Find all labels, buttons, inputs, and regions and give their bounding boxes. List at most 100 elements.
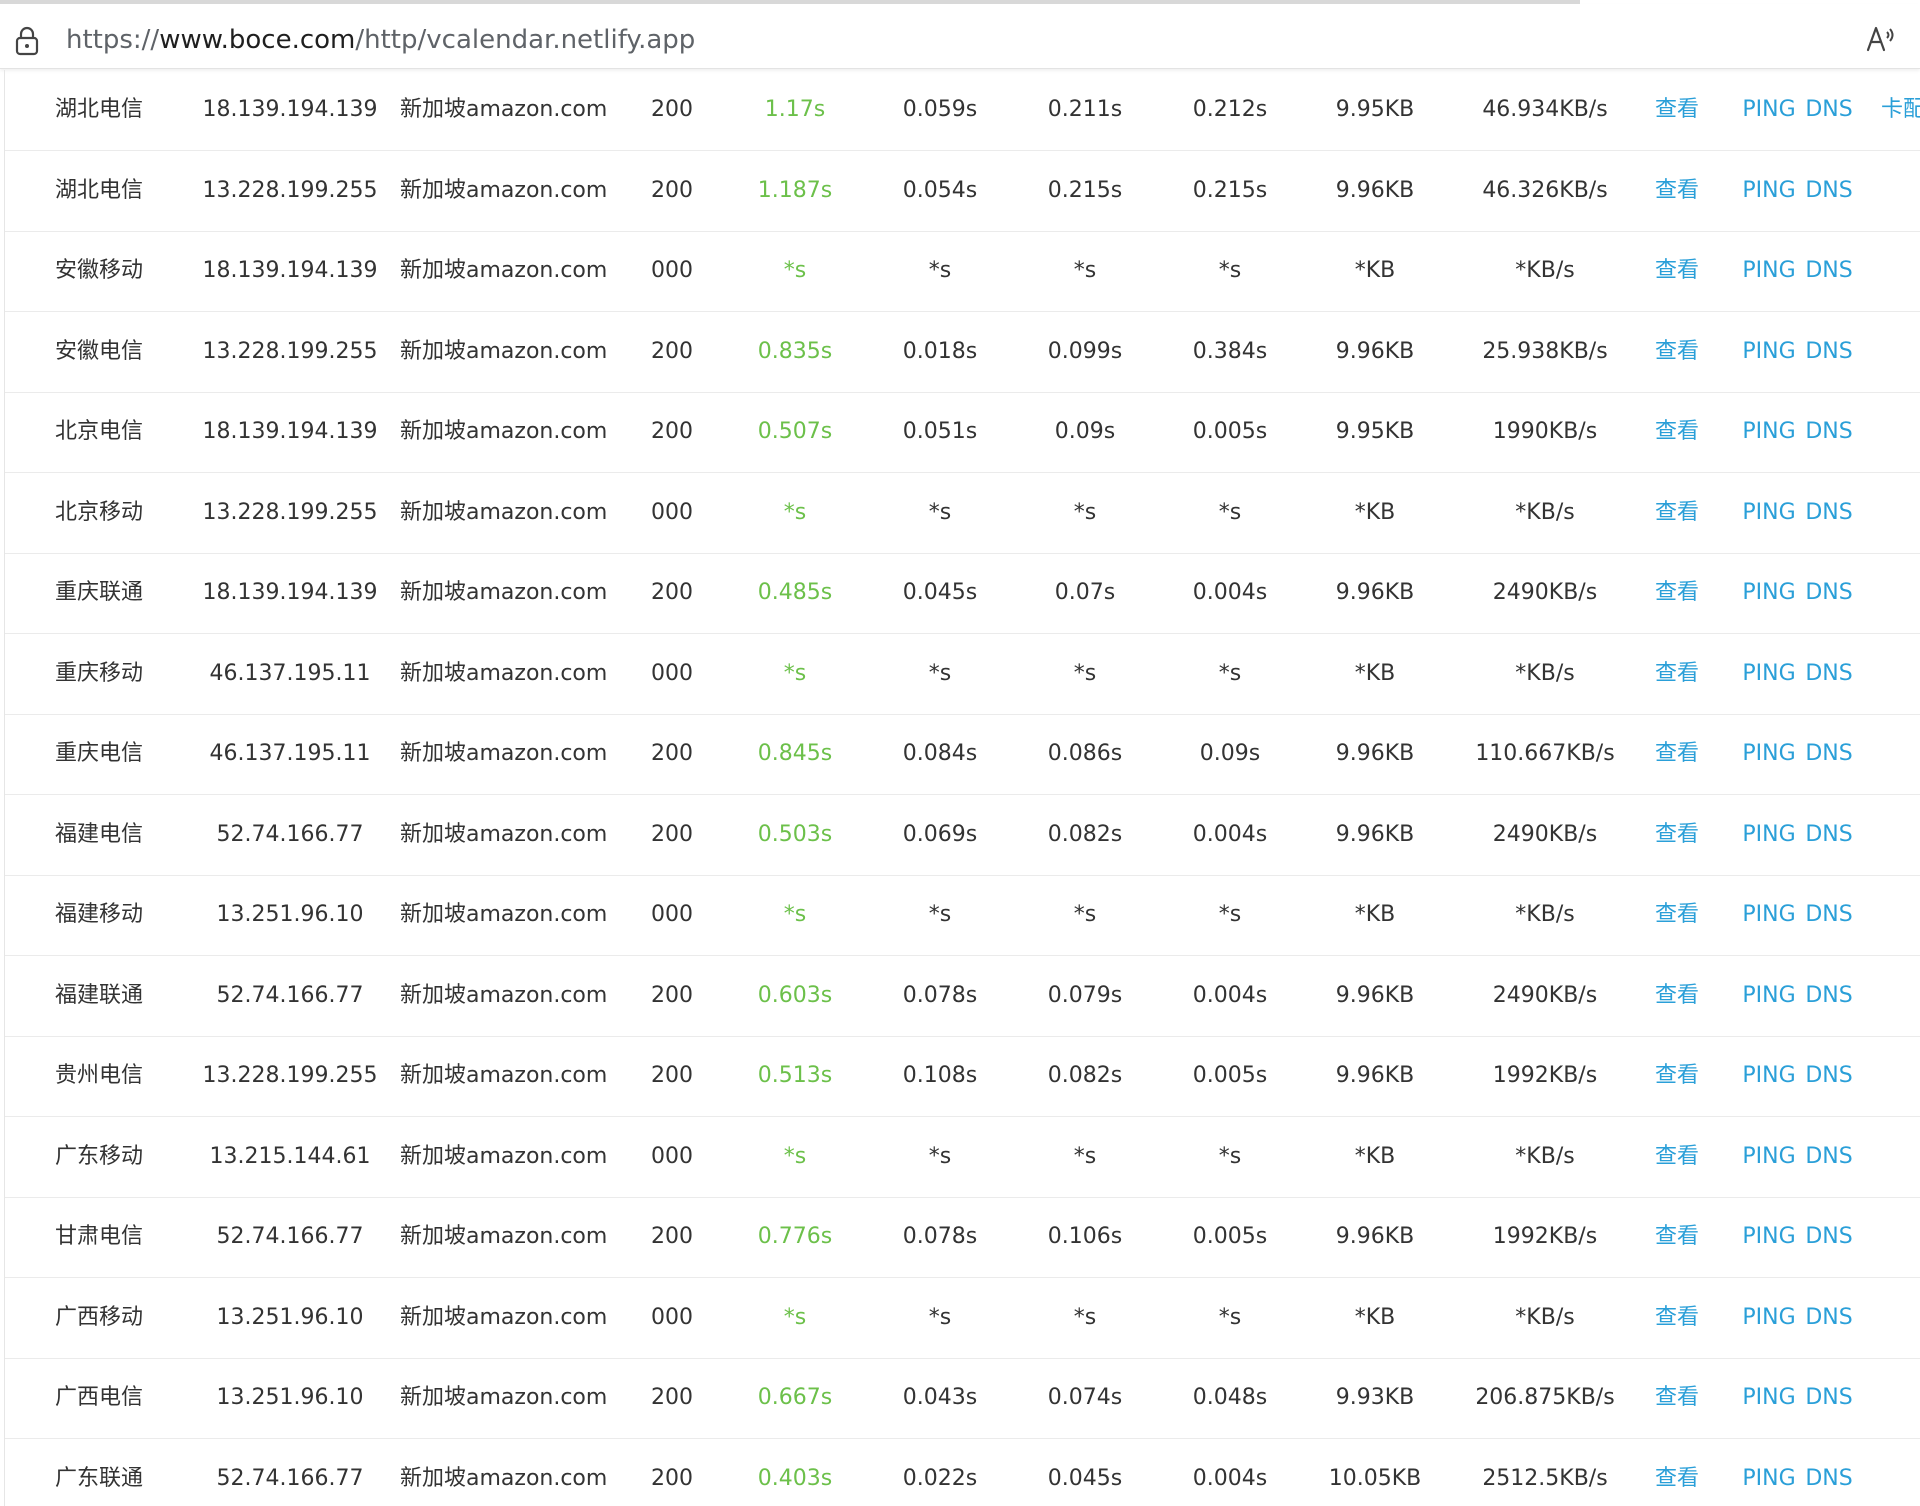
view-link[interactable]: 查看 — [1654, 660, 1699, 686]
ping-link[interactable]: PING — [1742, 258, 1796, 283]
view-link[interactable]: 查看 — [1654, 499, 1699, 525]
dns-link[interactable]: DNS — [1805, 1063, 1853, 1088]
view-link[interactable]: 查看 — [1654, 580, 1699, 605]
table-row: 甘肃电信 52.74.166.77 新加坡amazon.com 200 0.776s 0.… — [5, 1197, 1920, 1278]
size-cell: 9.96KB — [1335, 982, 1415, 1008]
view-link[interactable]: 查看 — [1654, 338, 1699, 364]
ip-cell: 13.228.199.255 — [202, 177, 378, 203]
ping-link[interactable]: PING — [1742, 902, 1796, 927]
view-link[interactable]: 查看 — [1654, 902, 1699, 927]
status-code-cell: 200 — [651, 1063, 693, 1088]
view-link[interactable]: 查看 — [1654, 97, 1699, 122]
ping-link[interactable]: PING — [1742, 821, 1796, 847]
status-code-cell: 200 — [651, 982, 693, 1008]
view-link[interactable]: 查看 — [1654, 1143, 1699, 1169]
view-link[interactable]: 查看 — [1654, 419, 1699, 444]
region-cell: 重庆电信 — [55, 741, 144, 766]
connect-time-cell: 0.09s — [1054, 419, 1116, 444]
connect-time-cell: *s — [1073, 499, 1097, 525]
region-cell: 福建移动 — [55, 902, 144, 927]
status-code-cell: 000 — [651, 258, 693, 283]
view-link[interactable]: 查看 — [1654, 982, 1699, 1008]
table-row: 广西移动 13.251.96.10 新加坡amazon.com 000 *s *s *s *s… — [5, 1278, 1920, 1359]
dns-time-cell: 0.084s — [902, 741, 978, 766]
ip-cell: 52.74.166.77 — [216, 1465, 364, 1491]
ping-link[interactable]: PING — [1742, 1385, 1796, 1410]
dns-link[interactable]: DNS — [1805, 1465, 1853, 1491]
ip-cell: 18.139.194.139 — [202, 419, 378, 444]
dns-link[interactable]: DNS — [1805, 580, 1853, 605]
dns-link[interactable]: DNS — [1805, 660, 1853, 686]
download-time-cell: 0.005s — [1192, 419, 1268, 444]
total-time-cell: 1.187s — [757, 177, 833, 203]
download-time-cell: *s — [1218, 902, 1242, 927]
view-link[interactable]: 查看 — [1654, 1465, 1699, 1491]
size-cell: 9.96KB — [1335, 580, 1415, 605]
connect-time-cell: *s — [1073, 1304, 1097, 1330]
ping-link[interactable]: PING — [1742, 499, 1796, 525]
ip-cell: 18.139.194.139 — [202, 580, 378, 605]
dns-time-cell: 0.078s — [902, 982, 978, 1008]
location-cell: 新加坡amazon.com — [400, 982, 608, 1008]
download-time-cell: 0.384s — [1192, 338, 1268, 364]
total-time-cell: *s — [783, 1304, 807, 1330]
view-link[interactable]: 查看 — [1654, 821, 1699, 847]
dns-link[interactable]: DNS — [1805, 1224, 1853, 1249]
ping-link[interactable]: PING — [1742, 177, 1796, 203]
ping-link[interactable]: PING — [1742, 660, 1796, 686]
dns-link[interactable]: DNS — [1805, 902, 1853, 927]
speed-cell: 25.938KB/s — [1482, 338, 1608, 364]
table-row: 广东移动 13.215.144.61 新加坡amazon.com 000 *s *s *s *… — [5, 1117, 1920, 1198]
results-content[interactable]: 湖北电信 18.139.194.139 新加坡amazon.com 200 1.17s 0… — [0, 70, 1920, 1506]
location-cell: 新加坡amazon.com — [400, 580, 608, 605]
view-link[interactable]: 查看 — [1654, 258, 1699, 283]
dns-link[interactable]: DNS — [1805, 97, 1853, 122]
dns-time-cell: 0.078s — [902, 1224, 978, 1249]
lock-icon[interactable] — [14, 26, 40, 56]
read-aloud-icon[interactable] — [1864, 22, 1898, 56]
download-time-cell: *s — [1218, 258, 1242, 283]
dns-link[interactable]: DNS — [1805, 499, 1853, 525]
dns-link[interactable]: DNS — [1805, 1304, 1853, 1330]
ping-link[interactable]: PING — [1742, 1143, 1796, 1169]
ping-link[interactable]: PING — [1742, 1224, 1796, 1249]
view-link[interactable]: 查看 — [1654, 741, 1699, 766]
ping-link[interactable]: PING — [1742, 1063, 1796, 1088]
address-bar[interactable]: https://www.boce.com/http/vcalendar.netl… — [0, 4, 1920, 69]
url-text[interactable]: https://www.boce.com/http/vcalendar.netl… — [66, 20, 695, 60]
dns-link[interactable]: DNS — [1805, 1143, 1853, 1169]
ping-link[interactable]: PING — [1742, 419, 1796, 444]
ping-link[interactable]: PING — [1742, 741, 1796, 766]
view-link[interactable]: 查看 — [1654, 1063, 1699, 1088]
download-time-cell: 0.09s — [1199, 741, 1261, 766]
view-link[interactable]: 查看 — [1654, 1385, 1699, 1410]
row-extra-link[interactable]: 卡配 — [1881, 97, 1920, 122]
table-row: 北京移动 13.228.199.255 新加坡amazon.com 000 *s *s *s… — [5, 473, 1920, 554]
ping-link[interactable]: PING — [1742, 97, 1796, 122]
dns-link[interactable]: DNS — [1805, 338, 1853, 364]
dns-link[interactable]: DNS — [1805, 741, 1853, 766]
dns-link[interactable]: DNS — [1805, 982, 1853, 1008]
dns-link[interactable]: DNS — [1805, 419, 1853, 444]
ping-link[interactable]: PING — [1742, 580, 1796, 605]
dns-link[interactable]: DNS — [1805, 177, 1853, 203]
ping-link[interactable]: PING — [1742, 1465, 1796, 1491]
status-code-cell: 200 — [651, 1465, 693, 1491]
download-time-cell: 0.005s — [1192, 1063, 1268, 1088]
ip-cell: 13.251.96.10 — [216, 1304, 364, 1330]
dns-link[interactable]: DNS — [1805, 1385, 1853, 1410]
dns-link[interactable]: DNS — [1805, 258, 1853, 283]
ping-link[interactable]: PING — [1742, 1304, 1796, 1330]
ping-link[interactable]: PING — [1742, 338, 1796, 364]
dns-time-cell: 0.022s — [902, 1465, 978, 1491]
status-code-cell: 200 — [651, 177, 693, 203]
view-link[interactable]: 查看 — [1654, 177, 1699, 203]
location-cell: 新加坡amazon.com — [400, 177, 608, 203]
dns-link[interactable]: DNS — [1805, 821, 1853, 847]
download-time-cell: 0.004s — [1192, 580, 1268, 605]
ping-link[interactable]: PING — [1742, 982, 1796, 1008]
view-link[interactable]: 查看 — [1654, 1224, 1699, 1249]
speed-cell: 1990KB/s — [1492, 419, 1598, 444]
table-row: 重庆电信 46.137.195.11 新加坡amazon.com 200 0.845s 0… — [5, 714, 1920, 795]
view-link[interactable]: 查看 — [1654, 1304, 1699, 1330]
